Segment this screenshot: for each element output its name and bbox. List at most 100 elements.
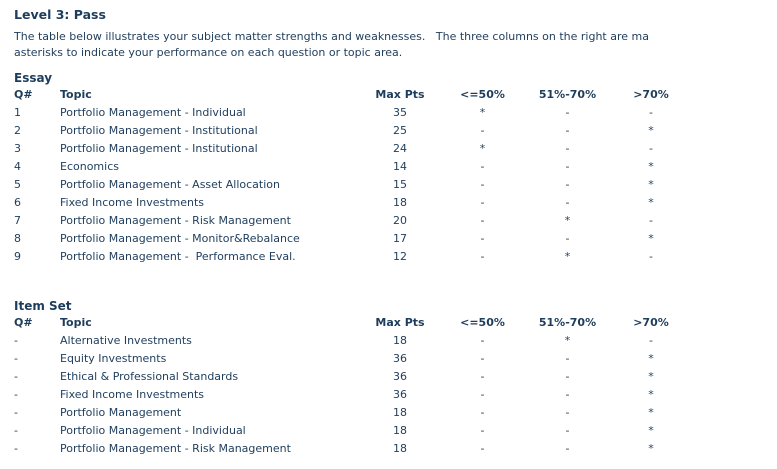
column-header-topic: Topic [60,316,92,329]
cell-gt-70pct: * [648,160,654,173]
cell-max-pts: 20 [393,214,407,227]
cell-gt-70pct: * [648,178,654,191]
cell-51-70pct: - [565,232,570,245]
cell-max-pts: 18 [393,196,407,209]
intro-paragraph: The table below illustrates your subject… [14,29,777,61]
cell-max-pts: 36 [393,370,407,383]
cell-topic: Ethical & Professional Standards [60,370,239,383]
essay-table: Q# Topic Max Pts <=50% 51%-70% >70% 1 Por… [14,86,692,266]
table-row: 8 Portfolio Management - Monitor&Rebalanc… [14,230,692,248]
cell-le-50pct: - [480,370,485,383]
essay-section: Essay Q# Topic Max Pts <=50% 51%-70% >70… [14,71,777,266]
cell-max-pts: 18 [393,334,407,347]
cell-question-number: 4 [14,160,21,173]
cell-gt-70pct: - [649,142,653,155]
cell-question-number: 3 [14,142,21,155]
cell-le-50pct: - [480,250,485,263]
essay-table-header-row: Q# Topic Max Pts <=50% 51%-70% >70% [14,86,692,104]
cell-le-50pct: - [480,196,485,209]
cell-le-50pct: - [480,352,485,365]
cell-topic: Portfolio Management - Individual [60,424,246,437]
cell-gt-70pct: - [649,214,653,227]
cell-max-pts: 18 [393,406,407,419]
cell-le-50pct: * [479,142,486,155]
cell-topic: Fixed Income Investments [60,196,205,209]
cell-gt-70pct: - [649,106,653,119]
cell-max-pts: 24 [393,142,407,155]
cell-question-number: - [14,352,18,365]
table-row: 9 Portfolio Management - Performance Eval… [14,248,692,266]
cell-topic: Portfolio Management - Institutional [60,142,258,155]
table-row: - Portfolio Management 18 - - * [14,404,692,422]
cell-max-pts: 25 [393,124,407,137]
cell-question-number: - [14,370,18,383]
cell-question-number: - [14,388,18,401]
cell-le-50pct: - [480,214,485,227]
cell-topic: Economics [60,160,119,173]
cell-max-pts: 36 [393,352,407,365]
cell-question-number: - [14,406,18,419]
cell-question-number: - [14,424,18,437]
intro-line-1: The table below illustrates your subject… [14,30,649,43]
cell-question-number: 6 [14,196,21,209]
cell-gt-70pct: * [648,442,654,455]
cell-topic: Portfolio Management - Asset Allocation [60,178,280,191]
cell-51-70pct: - [565,124,570,137]
cell-51-70pct: - [565,424,570,437]
cell-max-pts: 18 [393,424,407,437]
cell-topic: Alternative Investments [60,334,192,347]
cell-51-70pct: - [565,160,570,173]
column-header-le-50pct: <=50% [460,316,505,329]
cell-topic: Portfolio Management - Risk Management [60,214,291,227]
table-row: - Equity Investments 36 - - * [14,350,692,368]
cell-le-50pct: - [480,124,485,137]
cell-max-pts: 35 [393,106,407,119]
cell-max-pts: 18 [393,442,407,455]
column-header-max-pts: Max Pts [375,88,425,101]
cell-51-70pct: - [565,178,570,191]
cell-question-number: 2 [14,124,21,137]
cell-51-70pct: - [565,370,570,383]
column-header-topic: Topic [60,88,92,101]
cell-le-50pct: - [480,178,485,191]
cell-question-number: 7 [14,214,21,227]
table-row: 3 Portfolio Management - Institutional 24 *… [14,140,692,158]
item-set-table-header-row: Q# Topic Max Pts <=50% 51%-70% >70% [14,314,692,332]
cell-question-number: - [14,442,18,455]
cell-topic: Portfolio Management - Institutional [60,124,258,137]
cell-topic: Portfolio Management [60,406,182,419]
cell-gt-70pct: * [648,352,654,365]
cell-le-50pct: - [480,406,485,419]
cell-gt-70pct: * [648,370,654,383]
cell-max-pts: 36 [393,388,407,401]
cell-51-70pct: * [564,334,571,347]
cell-topic: Equity Investments [60,352,167,365]
cell-topic: Portfolio Management - Risk Management [60,442,291,455]
cell-question-number: 1 [14,106,21,119]
table-row: 1 Portfolio Management - Individual 35 * - - [14,104,692,122]
cell-max-pts: 15 [393,178,407,191]
cell-51-70pct: * [564,214,571,227]
cell-topic: Portfolio Management - Individual [60,106,246,119]
cell-max-pts: 17 [393,232,407,245]
cell-gt-70pct: * [648,424,654,437]
cell-gt-70pct: * [648,406,654,419]
cell-question-number: 5 [14,178,21,191]
table-row: 2 Portfolio Management - Institutional 25 -… [14,122,692,140]
table-row: - Fixed Income Investments 36 - - * [14,386,692,404]
table-row: 6 Fixed Income Investments 18 - - * [14,194,692,212]
table-row: - Portfolio Management - Individual 18 - - * [14,422,692,440]
page-title: Level 3: Pass [14,7,106,22]
cell-51-70pct: - [565,352,570,365]
column-header-gt-70pct: >70% [633,88,669,101]
cell-gt-70pct: - [649,334,653,347]
table-row: - Alternative Investments 18 - * - [14,332,692,350]
cell-gt-70pct: * [648,232,654,245]
item-set-section: Item Set Q# Topic Max Pts <=50% 51%-70% … [14,299,777,458]
cell-question-number: 8 [14,232,21,245]
cell-51-70pct: - [565,406,570,419]
cell-max-pts: 14 [393,160,407,173]
cell-topic: Portfolio Management - Monitor&Rebalance [60,232,300,245]
cell-51-70pct: - [565,388,570,401]
